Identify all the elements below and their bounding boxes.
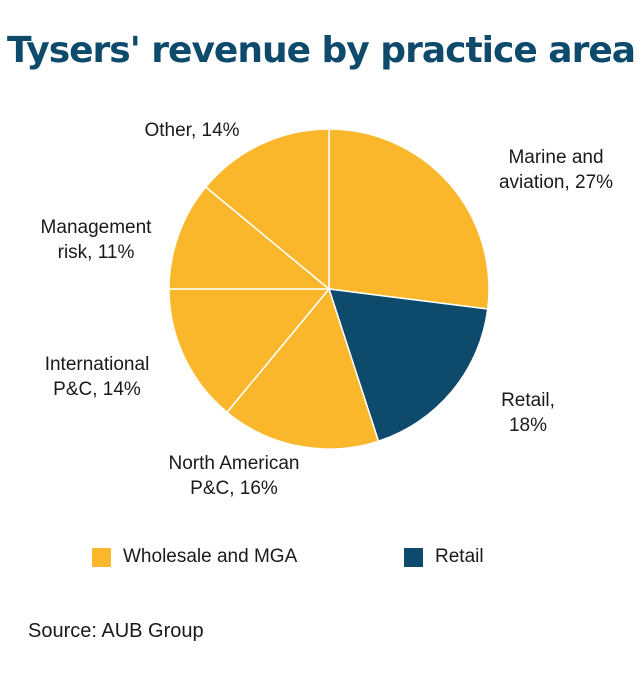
slice-label-line: North American xyxy=(168,453,300,474)
slice-label-line: aviation, 27% xyxy=(498,172,614,193)
slice-label-line: Management xyxy=(40,217,152,238)
legend-label-retail: Retail xyxy=(435,546,484,567)
slice-label-line: P&C, 14% xyxy=(53,379,141,400)
pie-slice-other xyxy=(204,128,330,291)
pie-slice-international-p-c xyxy=(168,288,331,414)
legend-label-wholesale: Wholesale and MGA xyxy=(123,546,298,567)
slice-label-international-p-c: International P&C, 14% xyxy=(45,352,150,402)
slice-label-line: Other, 14% xyxy=(144,120,240,141)
legend-swatch-retail xyxy=(404,547,423,567)
pie-slice-management-risk xyxy=(168,185,332,290)
legend-item-wholesale: Wholesale and MGA xyxy=(92,546,297,568)
slice-label-line: International xyxy=(44,354,150,375)
legend-swatch-wholesale xyxy=(92,547,111,567)
chart-title: Tysers' revenue by practice area xyxy=(6,30,636,71)
pie-slice-retail xyxy=(327,288,489,443)
source-note: Source: AUB Group xyxy=(28,620,204,642)
slice-label-line: risk, 11% xyxy=(57,242,135,263)
slice-label-other: Other, 14% xyxy=(144,118,239,143)
slice-label-retail: Retail, 18% xyxy=(501,388,555,438)
legend: Wholesale and MGA Retail xyxy=(0,546,642,574)
slice-label-management-risk: Management risk, 11% xyxy=(41,215,152,265)
slice-label-north-american-p-c: North American P&C, 16% xyxy=(169,451,300,501)
pie-slice-marine-and-aviation xyxy=(328,128,490,310)
pie-slice-north-american-p-c xyxy=(225,287,380,450)
slice-label-line: 18% xyxy=(508,415,548,436)
slice-label-line: P&C, 16% xyxy=(190,478,278,499)
legend-item-retail: Retail xyxy=(404,546,484,568)
slice-label-line: Retail, xyxy=(501,390,555,411)
slice-label-line: Marine and xyxy=(508,147,604,168)
slice-label-marine-and-aviation: Marine and aviation, 27% xyxy=(499,145,613,195)
